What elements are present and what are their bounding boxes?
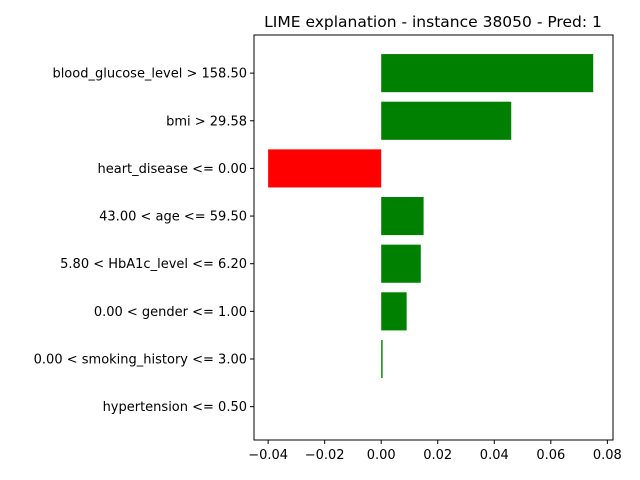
y-tick-label: heart_disease <= 0.00: [97, 162, 247, 177]
bar-1: [381, 101, 512, 140]
bar-2: [268, 149, 382, 188]
bars-group: [268, 54, 594, 379]
x-tick-label: 0.08: [593, 448, 622, 463]
x-tick-label: 0.02: [423, 448, 452, 463]
y-tick-label: 43.00 < age <= 59.50: [99, 210, 247, 225]
y-tick-group: blood_glucose_level > 158.50 bmi > 29.58 h…: [34, 67, 254, 415]
chart-title: LIME explanation - instance 38050 - Pred…: [264, 13, 602, 31]
bar-3: [381, 197, 424, 236]
y-tick-label: blood_glucose_level > 158.50: [52, 67, 247, 82]
y-tick-label: hypertension <= 0.50: [103, 400, 247, 415]
x-tick-label: 0.00: [367, 448, 396, 463]
bar-6: [381, 339, 383, 379]
x-tick-label: 0.04: [480, 448, 509, 463]
x-tick-group: −0.04 −0.02 0.00 0.02 0.04 0.06 0.08: [248, 440, 622, 463]
plot-frame: [253, 34, 614, 441]
y-tick-label: bmi > 29.58: [166, 114, 247, 129]
x-tick-label: 0.06: [536, 448, 565, 463]
y-tick-label: 0.00 < smoking_history <= 3.00: [34, 353, 247, 368]
bar-4: [381, 244, 421, 283]
y-tick-label: 0.00 < gender <= 1.00: [94, 305, 247, 320]
x-tick-label: −0.04: [248, 448, 288, 463]
bar-5: [381, 292, 407, 331]
x-tick-label: −0.02: [305, 448, 345, 463]
bar-0: [381, 54, 594, 93]
y-tick-label: 5.80 < HbA1c_level <= 6.20: [60, 257, 247, 272]
